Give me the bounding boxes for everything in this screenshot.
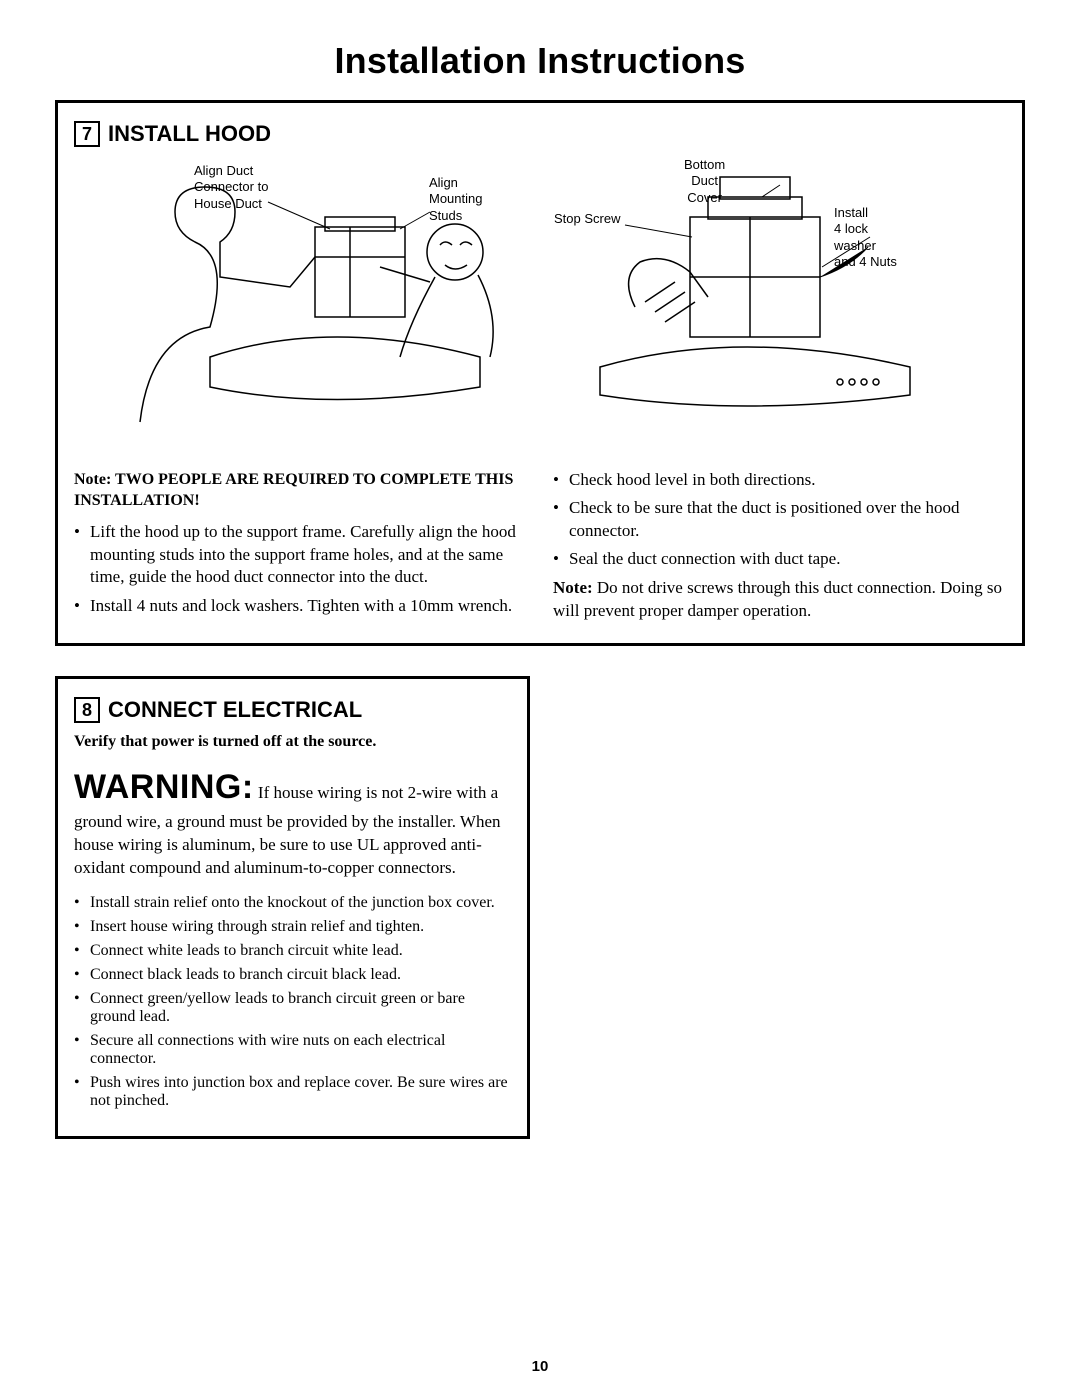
step7-number: 7	[74, 121, 100, 147]
step7-bold-note: Note: TWO PEOPLE ARE REQUIRED TO COMPLET…	[74, 469, 527, 511]
list-item: Connect white leads to branch circuit wh…	[74, 942, 511, 960]
step7-note: Note: Do not drive screws through this d…	[553, 577, 1006, 623]
callout-stop-screw: Stop Screw	[554, 211, 620, 227]
callout-install-washer-nuts: Install 4 lock washer and 4 Nuts	[834, 205, 897, 270]
step7-right-column: Check hood level in both directions. Che…	[553, 469, 1006, 623]
step8-verify: Verify that power is turned off at the s…	[74, 733, 511, 751]
list-item: Seal the duct connection with duct tape.	[553, 548, 1006, 570]
step7-diagram: Align Duct Connector to House Duct Align…	[74, 157, 1006, 457]
step7-text-columns: Note: TWO PEOPLE ARE REQUIRED TO COMPLET…	[74, 469, 1006, 623]
step8-title: CONNECT ELECTRICAL	[108, 697, 362, 723]
list-item: Push wires into junction box and replace…	[74, 1074, 511, 1110]
step7-right-bullets: Check hood level in both directions. Che…	[553, 469, 1006, 571]
callout-bottom-duct-cover: Bottom Duct Cover	[684, 157, 725, 206]
step8-bullets: Install strain relief onto the knockout …	[74, 894, 511, 1110]
list-item: Insert house wiring through strain relie…	[74, 918, 511, 936]
step7-note-label: Note:	[553, 578, 593, 597]
warning-label: WARNING:	[74, 768, 254, 806]
step7-panel: 7 INSTALL HOOD	[55, 100, 1025, 646]
step8-panel: 8 CONNECT ELECTRICAL Verify that power i…	[55, 676, 530, 1139]
page-number: 10	[0, 1358, 1080, 1375]
list-item: Connect black leads to branch circuit bl…	[74, 966, 511, 984]
list-item: Check hood level in both directions.	[553, 469, 1006, 491]
step7-header: 7 INSTALL HOOD	[74, 121, 1006, 147]
page-title: Installation Instructions	[55, 40, 1025, 82]
callout-align-mounting-studs: Align Mounting Studs	[429, 175, 482, 224]
list-item: Secure all connections with wire nuts on…	[74, 1032, 511, 1068]
step7-left-column: Note: TWO PEOPLE ARE REQUIRED TO COMPLET…	[74, 469, 527, 623]
list-item: Lift the hood up to the support frame. C…	[74, 521, 527, 588]
callout-align-duct-connector: Align Duct Connector to House Duct	[194, 163, 268, 212]
page: Installation Instructions 7 INSTALL HOOD	[0, 0, 1080, 1397]
step8-number: 8	[74, 697, 100, 723]
step8-header: 8 CONNECT ELECTRICAL	[74, 697, 511, 723]
step7-title: INSTALL HOOD	[108, 121, 271, 147]
list-item: Install strain relief onto the knockout …	[74, 894, 511, 912]
list-item: Install 4 nuts and lock washers. Tighten…	[74, 595, 527, 617]
list-item: Connect green/yellow leads to branch cir…	[74, 990, 511, 1026]
step8-warning: WARNING: If house wiring is not 2-wire w…	[74, 765, 511, 880]
list-item: Check to be sure that the duct is positi…	[553, 497, 1006, 542]
step7-note-text: Do not drive screws through this duct co…	[553, 578, 1002, 620]
step7-left-bullets: Lift the hood up to the support frame. C…	[74, 521, 527, 617]
